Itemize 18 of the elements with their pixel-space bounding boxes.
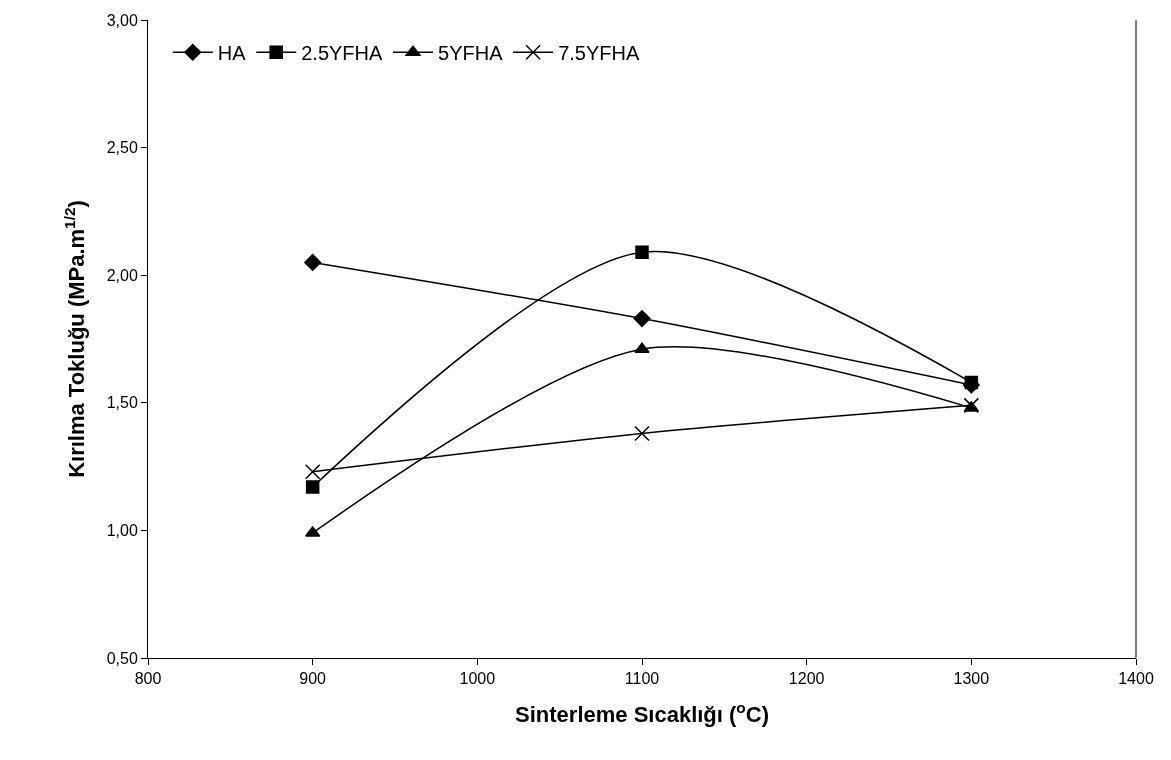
x-tick-label: 900 — [299, 670, 327, 688]
x-tick-label: 1100 — [624, 670, 660, 688]
legend-label: 2.5YFHA — [301, 42, 384, 65]
legend-label: HA — [217, 42, 247, 65]
y-tick-label: 1,50 — [106, 394, 138, 412]
x-axis-title: Sinterleme Sıcaklığı ($^{o}$C) — [515, 698, 769, 728]
y-tick-label: 2,50 — [106, 139, 138, 157]
x-tick-label: 1400 — [1118, 670, 1154, 688]
x-tick-label: 1300 — [953, 670, 990, 688]
legend-label: 5YFHA — [438, 42, 504, 65]
y-tick-label: 3,00 — [106, 11, 138, 29]
legend-label: 7.5YFHA — [558, 42, 640, 65]
x-tick-label: 1000 — [459, 670, 496, 688]
x-tick-label: 1200 — [788, 670, 825, 688]
y-tick-label: 0,50 — [106, 649, 138, 667]
x-tick-label: 800 — [134, 670, 162, 688]
y-tick-label: 2,00 — [106, 266, 138, 284]
y-tick-label: 1,00 — [106, 522, 138, 539]
